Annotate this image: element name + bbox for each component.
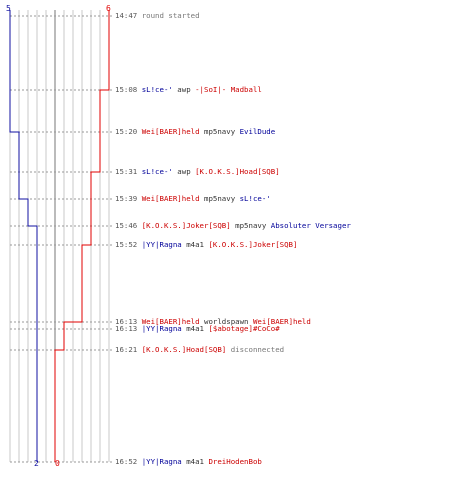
event-text: mp5navy: [230, 221, 271, 230]
event-row: 14:47 round started: [115, 11, 200, 21]
red-team-line: [54, 10, 110, 462]
event-text: sL!ce-': [239, 194, 271, 203]
event-row: 15:20 Wei[BAER]held mp5navy EvilDude: [115, 127, 275, 137]
event-text: worldspawn: [199, 317, 253, 326]
event-text: round started: [141, 11, 200, 20]
event-text: awp: [172, 167, 196, 176]
event-text: m4a1: [181, 324, 209, 333]
event-text: Wei[BAER]held: [141, 127, 200, 136]
event-text: awp: [172, 85, 196, 94]
event-text: disconnected: [226, 345, 285, 354]
blue-start-count: 5: [6, 4, 11, 13]
event-text: DreiHodenBob: [208, 457, 262, 466]
event-text: EvilDude: [239, 127, 276, 136]
event-row: 15:39 Wei[BAER]held mp5navy sL!ce-': [115, 194, 271, 204]
event-row: 16:13 |YY|Ragna m4a1 [$abotage]#CoCo#: [115, 324, 280, 334]
event-time: 15:52: [115, 240, 142, 249]
event-text: [K.O.K.S.]Joker[SQB]: [141, 221, 231, 230]
blue-team-line: [9, 10, 38, 462]
event-text: sL!ce-': [141, 85, 173, 94]
event-text: Absoluter Versager: [270, 221, 351, 230]
event-time: 15:20: [115, 127, 142, 136]
event-text: [$abotage]#CoCo#: [208, 324, 280, 333]
red-start-count: 6: [106, 4, 111, 13]
event-row: 15:52 |YY|Ragna m4a1 [K.O.K.S.]Joker[SQB…: [115, 240, 297, 250]
event-text: |YY|Ragna: [141, 240, 182, 249]
event-text: -|SoI|- Madball: [195, 85, 262, 94]
event-text: [K.O.K.S.]Joker[SQB]: [208, 240, 298, 249]
kill-timeline: [9, 10, 112, 463]
event-time: 16:13: [115, 324, 142, 333]
event-row: 16:13 Wei[BAER]held worldspawn Wei[BAER]…: [115, 317, 311, 327]
event-time: 15:39: [115, 194, 142, 203]
blue-end-count: 2: [34, 459, 39, 468]
event-time: 16:52: [115, 457, 142, 466]
event-text: [K.O.K.S.]Hoad[SQB]: [195, 167, 280, 176]
event-text: m4a1: [181, 240, 209, 249]
event-row: 16:52 |YY|Ragna m4a1 DreiHodenBob: [115, 457, 262, 467]
event-text: Wei[BAER]held: [141, 194, 200, 203]
event-row: 16:21 [K.O.K.S.]Hoad[SQB] disconnected: [115, 345, 284, 355]
event-text: mp5navy: [199, 127, 240, 136]
event-time: 16:13: [115, 317, 142, 326]
event-text: |YY|Ragna: [141, 324, 182, 333]
event-row: 15:46 [K.O.K.S.]Joker[SQB] mp5navy Absol…: [115, 221, 351, 231]
event-time: 15:31: [115, 167, 142, 176]
event-text: mp5navy: [199, 194, 240, 203]
red-end-count: 0: [55, 459, 60, 468]
event-text: m4a1: [181, 457, 209, 466]
event-time: 15:46: [115, 221, 142, 230]
event-row: 15:08 sL!ce-' awp -|SoI|- Madball: [115, 85, 262, 95]
event-time: 14:47: [115, 11, 142, 20]
event-row: 15:31 sL!ce-' awp [K.O.K.S.]Hoad[SQB]: [115, 167, 280, 177]
event-text: [K.O.K.S.]Hoad[SQB]: [141, 345, 227, 354]
event-time: 15:08: [115, 85, 142, 94]
event-time: 16:21: [115, 345, 142, 354]
event-text: |YY|Ragna: [141, 457, 182, 466]
event-text: Wei[BAER]held: [141, 317, 200, 326]
event-text: Wei[BAER]held: [252, 317, 311, 326]
event-text: sL!ce-': [141, 167, 173, 176]
